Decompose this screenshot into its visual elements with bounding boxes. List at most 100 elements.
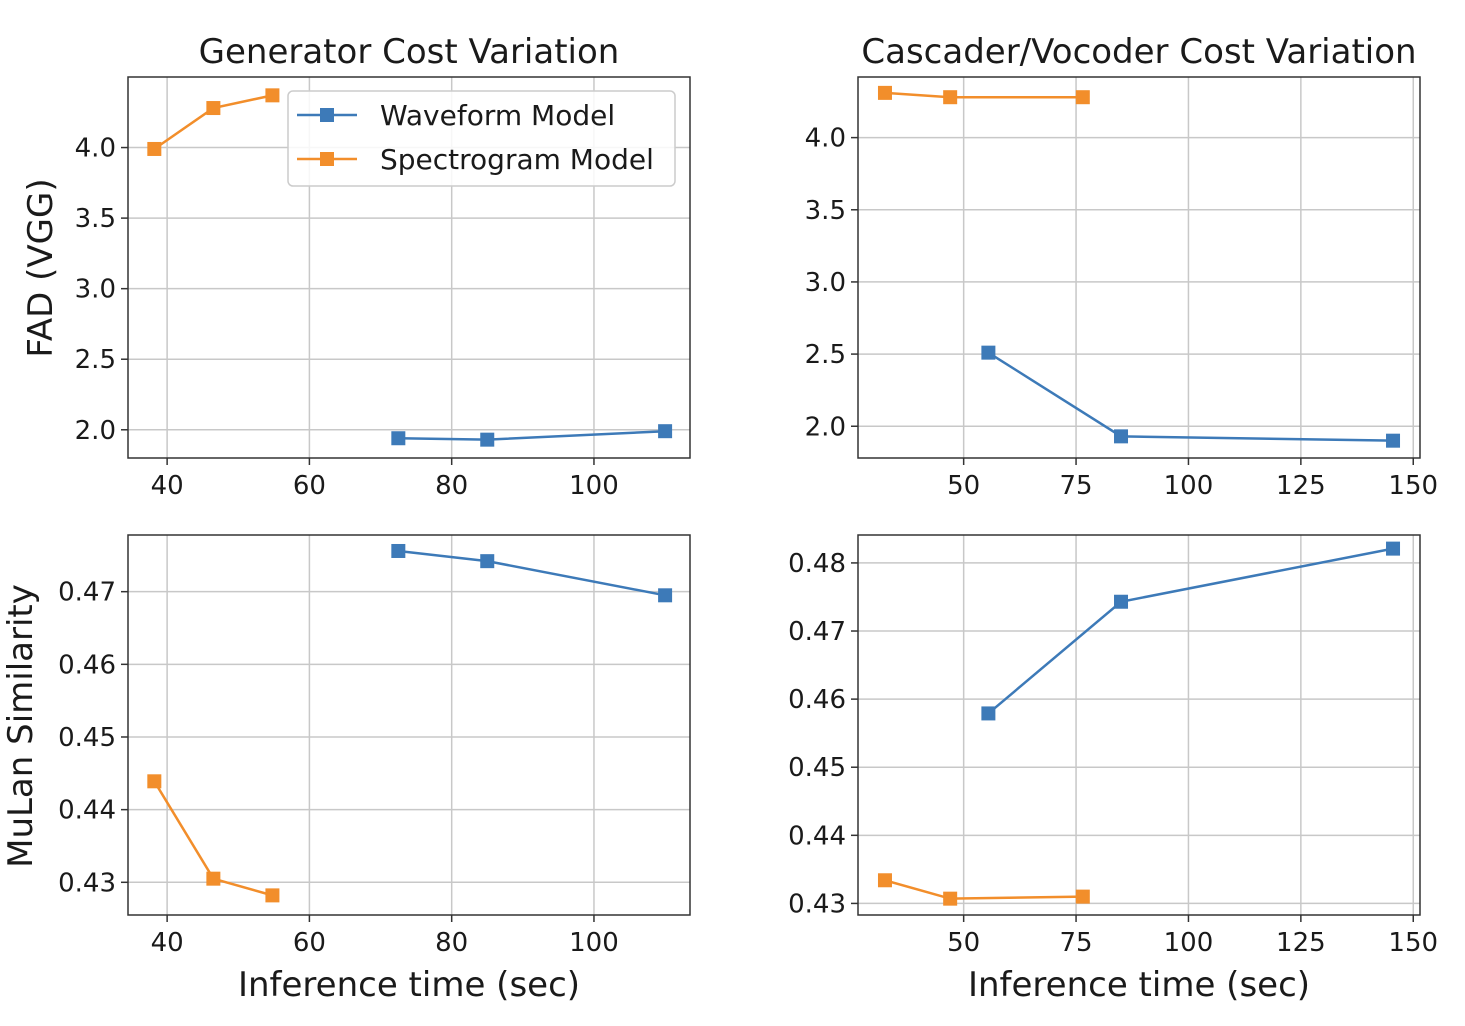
data-point xyxy=(206,101,221,116)
x-tick-label: 100 xyxy=(569,471,619,501)
y-tick-label: 0.47 xyxy=(788,617,846,647)
data-point xyxy=(981,345,996,360)
y-tick-label: 0.45 xyxy=(788,753,846,783)
x-tick-label: 125 xyxy=(1276,471,1326,501)
y-tick-label: 2.5 xyxy=(805,340,846,370)
y-tick-label: 0.46 xyxy=(58,650,116,680)
x-tick-label: 75 xyxy=(1060,928,1093,958)
axes-frame xyxy=(857,76,1421,459)
panel-generator-fad: Generator Cost Variation FAD (VGG) 40 60 8… xyxy=(21,32,691,501)
data-point xyxy=(943,891,958,906)
x-tick-label: 40 xyxy=(151,471,184,501)
panel-cascader-mulan: Inference time (sec) 50 75 100 125 150 0.43 0.… xyxy=(788,534,1438,1005)
data-point xyxy=(877,873,892,888)
legend-marker-spectrogram xyxy=(320,152,334,166)
axes-frame xyxy=(857,534,1421,916)
data-point xyxy=(877,85,892,100)
y-tick-label: 2.5 xyxy=(75,345,116,375)
series-waveform xyxy=(391,543,673,603)
data-point xyxy=(1075,90,1090,105)
data-point xyxy=(265,88,280,103)
x-tick-label: 50 xyxy=(947,928,980,958)
data-point xyxy=(147,141,162,156)
legend-label-waveform: Waveform Model xyxy=(380,99,615,132)
data-point xyxy=(1075,889,1090,904)
data-point xyxy=(1386,541,1401,556)
grid xyxy=(858,77,1420,458)
data-point xyxy=(1114,594,1129,609)
x-tick-label: 80 xyxy=(435,928,468,958)
y-tick-label: 3.5 xyxy=(75,204,116,234)
data-point xyxy=(391,543,406,558)
legend-label-spectrogram: Spectrogram Model xyxy=(380,143,654,176)
x-axis-label: Inference time (sec) xyxy=(238,965,580,1005)
series-line xyxy=(398,429,666,441)
y-tick-label: 0.48 xyxy=(788,549,846,579)
data-point xyxy=(981,706,996,721)
x-tick-label: 125 xyxy=(1276,928,1326,958)
legend-marker-waveform xyxy=(320,108,334,122)
y-tick-label: 0.45 xyxy=(58,723,116,753)
x-tick-label: 150 xyxy=(1388,471,1438,501)
data-point xyxy=(943,90,958,105)
series-spectrogram xyxy=(147,774,280,903)
series-spectrogram xyxy=(877,85,1090,105)
x-tick-label: 60 xyxy=(293,928,326,958)
data-point xyxy=(658,588,673,603)
axes-frame xyxy=(127,534,691,916)
axes-frame xyxy=(127,76,691,459)
data-point xyxy=(480,432,495,447)
y-tick-label: 0.46 xyxy=(788,685,846,715)
series-spectrogram xyxy=(147,88,280,156)
x-tick-label: 40 xyxy=(151,928,184,958)
series-line xyxy=(884,879,1083,900)
y-tick-label: 3.5 xyxy=(805,196,846,226)
y-axis-label: FAD (VGG) xyxy=(21,178,61,357)
y-tick-label: 4.0 xyxy=(75,134,116,164)
series-waveform xyxy=(981,541,1401,721)
legend-frame xyxy=(287,90,676,187)
data-point xyxy=(206,871,221,886)
x-axis-label: Inference time (sec) xyxy=(968,965,1310,1005)
series-line xyxy=(398,549,666,597)
panel-cascader-fad: Cascader/Vocoder Cost Variation 50 75 100 1… xyxy=(805,32,1438,501)
series-waveform xyxy=(391,424,673,447)
y-tick-label: 2.0 xyxy=(805,412,846,442)
data-point xyxy=(1114,429,1129,444)
y-axis-label: MuLan Similarity xyxy=(1,584,41,868)
panel-title: Cascader/Vocoder Cost Variation xyxy=(861,32,1416,72)
grid xyxy=(858,535,1420,915)
y-tick-label: 0.44 xyxy=(788,821,846,851)
panel-title: Generator Cost Variation xyxy=(199,32,620,72)
series-spectrogram xyxy=(877,873,1090,906)
data-point xyxy=(391,431,406,446)
data-point xyxy=(265,888,280,903)
series-line xyxy=(884,91,1083,99)
x-tick-label: 150 xyxy=(1388,928,1438,958)
y-tick-label: 0.47 xyxy=(58,578,116,608)
x-tick-label: 100 xyxy=(1164,928,1214,958)
y-tick-label: 0.44 xyxy=(58,796,116,826)
y-tick-label: 4.0 xyxy=(805,124,846,154)
grid xyxy=(128,535,690,915)
x-tick-label: 75 xyxy=(1060,471,1093,501)
y-tick-label: 0.43 xyxy=(58,868,116,898)
y-tick-label: 2.0 xyxy=(75,416,116,446)
x-tick-label: 50 xyxy=(947,471,980,501)
y-tick-label: 3.0 xyxy=(805,268,846,298)
panel-generator-mulan: MuLan Similarity Inference time (sec) 40… xyxy=(1,534,691,1005)
legend: Waveform Model Spectrogram Model xyxy=(287,90,676,187)
x-tick-label: 100 xyxy=(569,928,619,958)
data-point xyxy=(480,554,495,569)
x-tick-label: 60 xyxy=(293,471,326,501)
y-tick-label: 0.43 xyxy=(788,889,846,919)
data-point xyxy=(658,424,673,439)
x-tick-label: 80 xyxy=(435,471,468,501)
y-tick-label: 3.0 xyxy=(75,275,116,305)
series-line xyxy=(987,351,1394,442)
x-tick-label: 100 xyxy=(1164,471,1214,501)
series-waveform xyxy=(981,345,1401,448)
data-point xyxy=(147,774,162,789)
data-point xyxy=(1386,433,1401,448)
